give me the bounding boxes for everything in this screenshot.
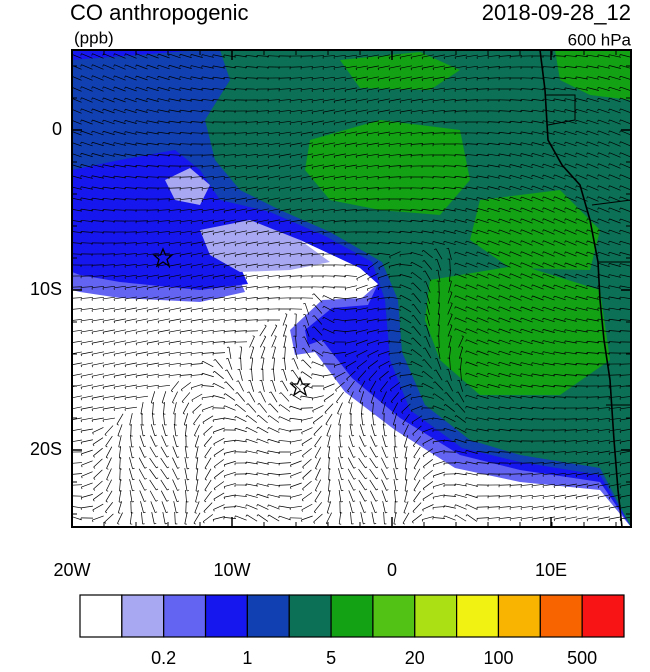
wind-barb	[576, 98, 577, 100]
y-label: 20S	[30, 439, 62, 459]
colorbar-box	[498, 595, 540, 637]
wind-barb	[400, 351, 401, 353]
colorbar-box	[122, 595, 164, 637]
map-field	[70, 50, 632, 527]
colorbar-box	[540, 595, 582, 637]
wind-barb	[510, 164, 511, 166]
wind-barb	[70, 54, 71, 56]
wind-barb	[353, 512, 355, 513]
wind-barb	[290, 498, 291, 500]
wind-barb	[213, 520, 214, 522]
wind-barb	[455, 219, 456, 221]
wind-barb	[70, 109, 71, 111]
wind-barb	[609, 65, 610, 67]
wind-barb	[342, 468, 344, 469]
wind-barb	[70, 516, 71, 518]
wind-barb	[70, 175, 71, 177]
level: 600 hPa	[568, 30, 632, 49]
wind-barb	[70, 142, 71, 144]
colorbar-label: 0.2	[151, 648, 176, 667]
colorbar-box	[582, 595, 624, 637]
y-label: 0	[52, 119, 62, 139]
x-label: 0	[387, 560, 397, 580]
wind-barb	[447, 369, 449, 370]
colorbar-label: 5	[326, 648, 336, 667]
colorbar-box	[373, 595, 415, 637]
x-label: 10W	[213, 560, 250, 580]
colorbar-label: 100	[483, 648, 513, 667]
wind-barb	[565, 109, 566, 111]
wind-barb	[70, 87, 71, 89]
x-label: 10E	[535, 560, 567, 580]
wind-barb	[466, 208, 467, 210]
wind-barb	[532, 142, 533, 144]
wind-barb	[70, 120, 71, 122]
colorbar-box	[457, 595, 499, 637]
wind-barb	[521, 153, 522, 155]
colorbar-label: 20	[405, 648, 425, 667]
wind-barb	[554, 120, 555, 122]
wind-barb	[70, 65, 71, 67]
colorbar: 0.2 1 5 20 100 500	[80, 595, 624, 667]
wind-barb	[543, 131, 544, 133]
colorbar-box	[206, 595, 248, 637]
wind-barb	[70, 98, 71, 100]
colorbar-label: 500	[567, 648, 597, 667]
x-label: 20W	[53, 560, 90, 580]
wind-barb	[425, 314, 427, 315]
wind-barb	[488, 186, 489, 188]
colorbar-box	[289, 595, 331, 637]
wind-barb	[195, 502, 197, 503]
wind-barb	[70, 164, 71, 166]
colorbar-box	[247, 595, 289, 637]
wind-barb	[477, 197, 478, 199]
colorbar-box	[415, 595, 457, 637]
wind-barb	[213, 395, 214, 397]
wind-barb	[499, 175, 500, 177]
colorbar-box	[331, 595, 373, 637]
colorbar-label: 1	[242, 648, 252, 667]
wind-barb	[444, 230, 445, 232]
units: (ppb)	[74, 28, 114, 47]
time: 2018-09-28_12	[482, 0, 631, 25]
wind-barb	[70, 153, 71, 155]
wind-barb	[587, 87, 588, 89]
colorbar-box	[80, 595, 122, 637]
wind-barb	[70, 76, 71, 78]
wind-barb	[70, 131, 71, 133]
colorbar-box	[164, 595, 206, 637]
y-label: 10S	[30, 279, 62, 299]
wind-barb	[620, 54, 621, 56]
wind-barb	[598, 76, 599, 78]
wind-barb	[433, 241, 434, 243]
title: CO anthropogenic	[70, 0, 249, 25]
